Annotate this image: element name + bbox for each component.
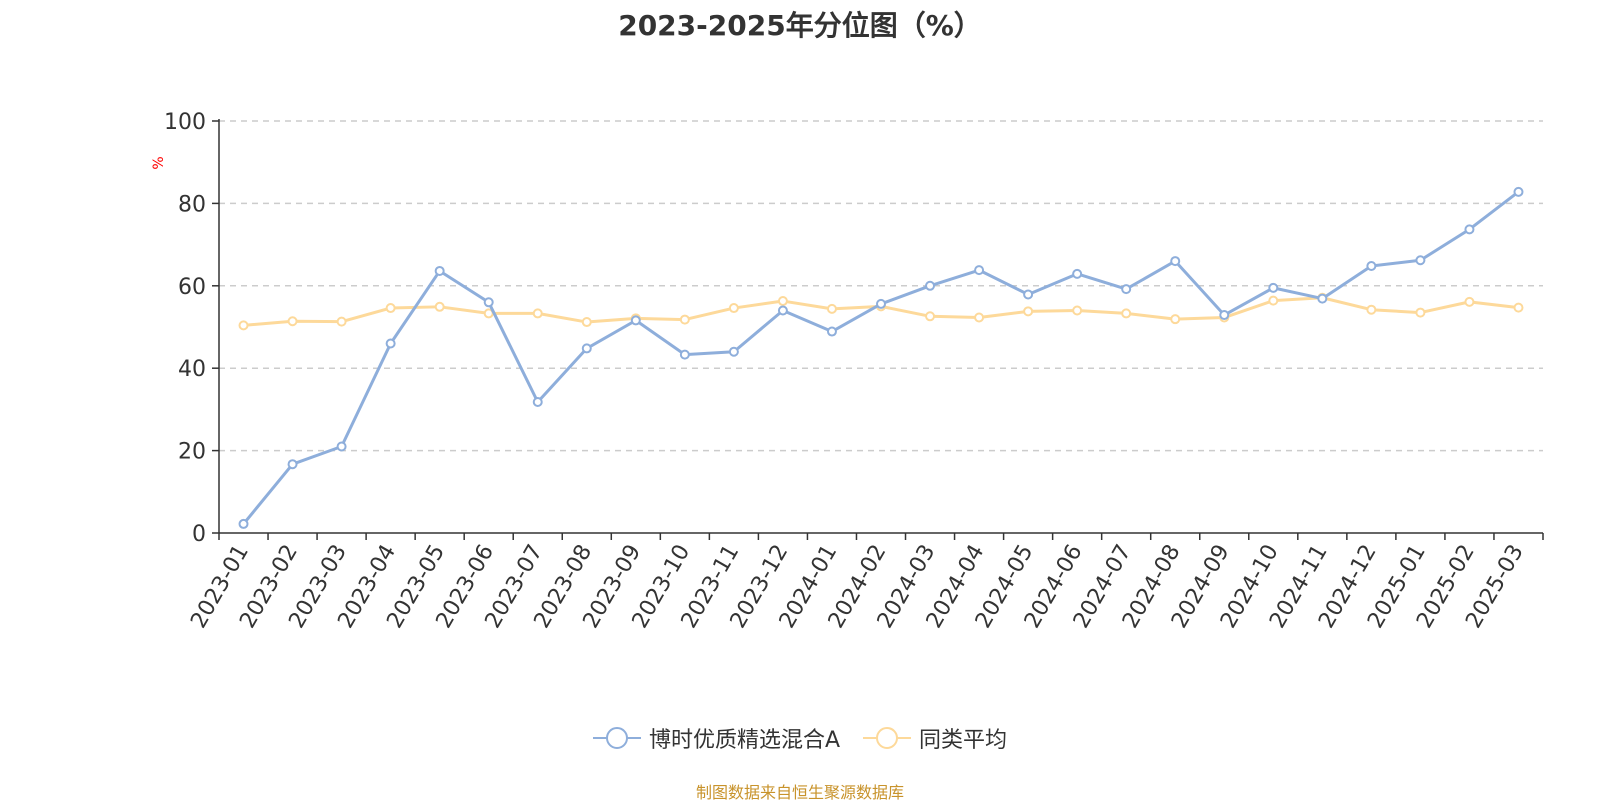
x-tick-labels: 2023-012023-022023-032023-042023-052023-… [186,541,1529,633]
data-point[interactable] [483,297,494,308]
data-point[interactable] [974,265,985,276]
y-tick-labels: 0 20 40 60 80 100 [164,110,206,547]
legend-label-fund: 博时优质精选混合A [648,728,841,753]
y-tick-label: 60 [178,275,206,300]
data-point[interactable] [1464,224,1475,235]
data-point[interactable] [826,303,837,314]
data-source-note: 制图数据来自恒生聚源数据库 [695,783,904,802]
data-point[interactable] [532,308,543,319]
legend-item-average[interactable]: 同类平均 [863,722,1007,754]
axes [212,119,1544,540]
y-tick-label: 40 [178,357,206,382]
legend: 博时优质精选混合A 同类平均 [0,722,1600,756]
data-point[interactable] [1366,304,1377,315]
data-point[interactable] [1170,256,1181,267]
data-point[interactable] [777,305,788,316]
data-point[interactable] [1513,302,1524,313]
data-point[interactable] [287,316,298,327]
data-point[interactable] [1464,296,1475,307]
data-point[interactable] [581,343,592,354]
series-lines [238,186,1524,529]
legend-label-average: 同类平均 [919,728,1008,753]
data-point[interactable] [1219,310,1230,321]
legend-line-marker-icon [863,727,912,749]
data-point[interactable] [336,316,347,327]
y-tick-label: 100 [164,110,206,135]
data-point[interactable] [728,303,739,314]
legend-line-marker-icon [592,727,641,749]
data-point[interactable] [385,338,396,349]
data-point[interactable] [925,280,936,291]
data-point[interactable] [434,301,445,312]
chart-title: 2023-2025年分位图（%） [618,9,982,42]
data-point[interactable] [1072,305,1083,316]
data-point[interactable] [1513,186,1524,197]
data-point[interactable] [287,459,298,470]
data-point[interactable] [336,441,347,452]
data-point[interactable] [679,314,690,325]
data-point[interactable] [679,349,690,360]
data-point[interactable] [826,326,837,337]
data-point[interactable] [1023,289,1034,300]
line-chart: 0 20 40 60 80 100 2023-012023-022023-032023-0… [151,110,1544,633]
data-point[interactable] [1072,268,1083,279]
data-point[interactable] [630,315,641,326]
data-point[interactable] [385,303,396,314]
y-tick-label: 20 [178,440,206,465]
data-point[interactable] [974,312,985,323]
y-tick-label: 80 [178,192,206,217]
data-point[interactable] [238,320,249,331]
data-point[interactable] [1415,255,1426,266]
y-tick-label: 0 [192,522,206,547]
data-point[interactable] [925,311,936,322]
grid-lines [219,120,1543,452]
data-point[interactable] [581,317,592,328]
data-point[interactable] [532,396,543,407]
series-line-0 [242,190,1520,525]
data-point[interactable] [1268,295,1279,306]
data-point[interactable] [1268,282,1279,293]
data-point[interactable] [434,265,445,276]
data-point[interactable] [1415,307,1426,318]
data-point[interactable] [728,346,739,357]
data-point[interactable] [1121,308,1132,319]
data-point[interactable] [1170,314,1181,325]
data-point[interactable] [1121,284,1132,295]
data-point[interactable] [876,298,886,309]
legend-item-fund[interactable]: 博时优质精选混合A [592,722,841,754]
data-point[interactable] [1317,293,1328,304]
data-point[interactable] [1023,306,1034,317]
data-point[interactable] [777,296,788,307]
data-point[interactable] [238,518,249,529]
y-axis-unit-label: % [151,156,167,169]
data-point[interactable] [1366,261,1377,272]
